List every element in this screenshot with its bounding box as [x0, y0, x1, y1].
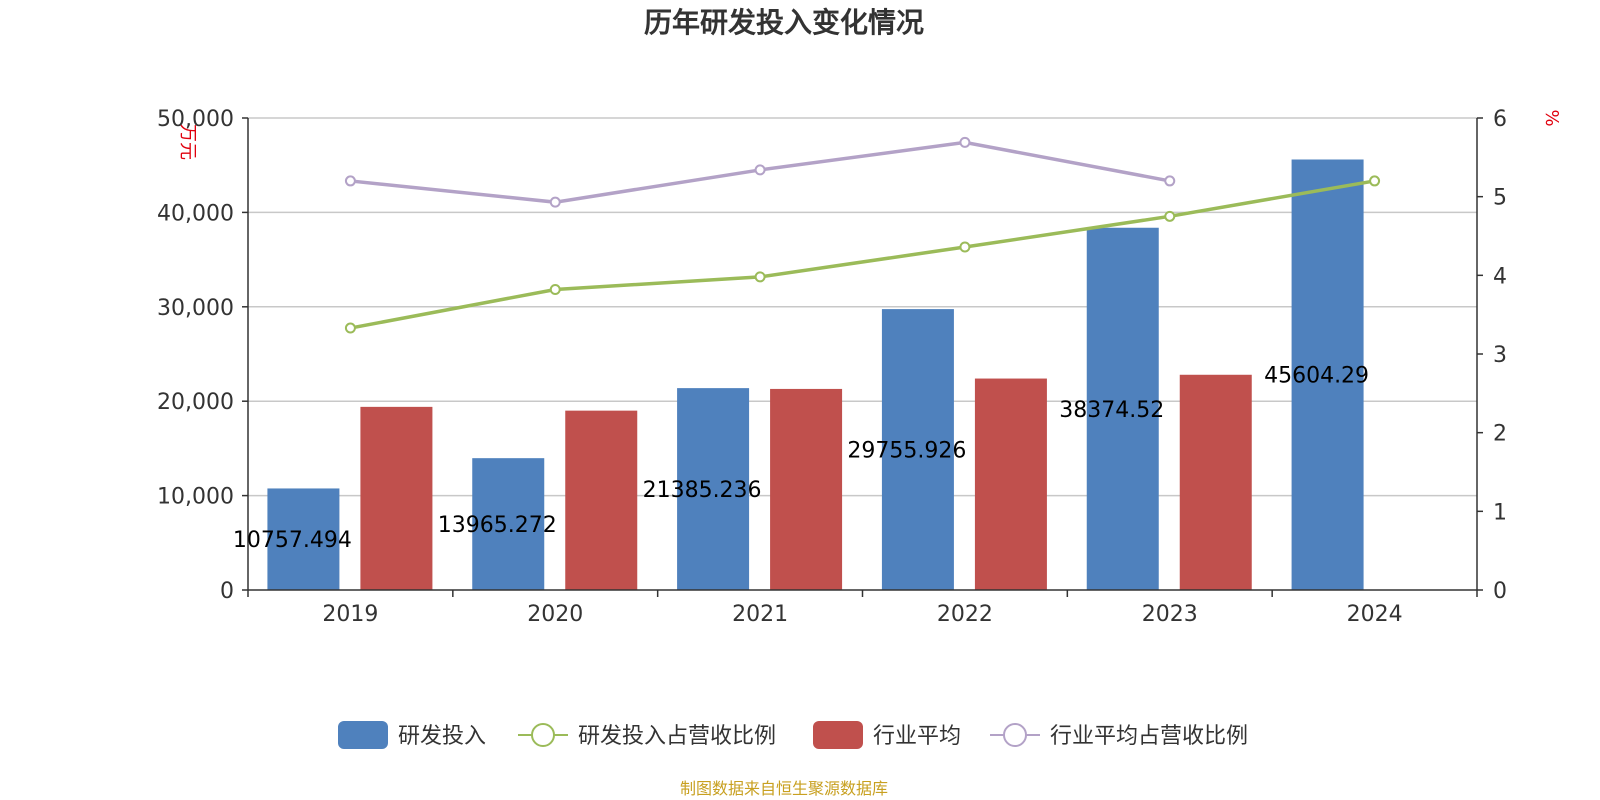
data-label: 13965.272 [438, 513, 557, 538]
source-note: 制图数据来自恒生聚源数据库 [680, 779, 888, 798]
y-left-tick-label: 10,000 [157, 485, 234, 510]
data-label: 38374.52 [1059, 398, 1164, 423]
bar [677, 388, 750, 590]
line-point [344, 175, 356, 187]
bar [1179, 374, 1252, 590]
bar [1086, 227, 1159, 590]
line-point [1369, 175, 1381, 187]
x-tick-label: 2019 [322, 602, 378, 627]
y-right-tick-label: 5 [1493, 186, 1507, 211]
x-tick-label: 2024 [1347, 602, 1403, 627]
legend: 研发投入 研发投入占营收比例 行业平均 行业平均占营收比例 [338, 721, 1248, 749]
legend-label: 研发投入占营收比例 [578, 724, 776, 749]
data-label-layer: 10757.494 13965.272 21385.236 29755.926 3837… [233, 364, 1369, 553]
bar [881, 309, 954, 590]
data-label: 10757.494 [233, 528, 352, 553]
series-line [350, 179, 1375, 330]
legend-swatch-bar [338, 721, 388, 749]
bar [770, 388, 843, 590]
y-right-tick-label: 1 [1493, 500, 1507, 525]
y-right-tick-label: 0 [1493, 579, 1507, 604]
data-label: 29755.926 [847, 439, 966, 464]
y-left-tick-label: 0 [220, 579, 234, 604]
line-point [959, 241, 971, 253]
line-point [754, 164, 766, 176]
line-point [1164, 210, 1176, 222]
legend-label: 行业平均 [873, 724, 961, 749]
bar [360, 406, 433, 590]
y-left-unit: 万元 [177, 124, 198, 160]
legend-swatch-bar [813, 721, 863, 749]
legend-swatch-marker [1003, 723, 1027, 747]
bar-layer [267, 159, 1364, 591]
bar [267, 488, 340, 590]
line-point [1164, 175, 1176, 187]
line-point [344, 322, 356, 334]
axis-layer: 0 10,000 20,000 30,000 40,000 50,000 0 1 2 3 4 5 6 万元… [157, 107, 1562, 627]
y-left-tick-label: 30,000 [157, 296, 234, 321]
x-tick-label: 2020 [527, 602, 583, 627]
legend-label: 研发投入 [398, 724, 486, 749]
bar [565, 410, 638, 590]
line-point [549, 196, 561, 208]
data-label: 45604.29 [1264, 364, 1369, 389]
bar [974, 378, 1047, 590]
legend-label: 行业平均占营收比例 [1050, 724, 1248, 749]
x-tick-label: 2022 [937, 602, 993, 627]
bar [1291, 159, 1364, 591]
y-right-tick-label: 4 [1493, 264, 1507, 289]
line-point [959, 136, 971, 148]
data-label: 21385.236 [643, 478, 762, 503]
grid-layer [248, 117, 1477, 497]
y-left-tick-label: 50,000 [157, 107, 234, 132]
line-point [549, 283, 561, 295]
y-right-tick-label: 3 [1493, 343, 1507, 368]
legend-swatch-marker [531, 723, 555, 747]
y-right-tick-label: 2 [1493, 422, 1507, 447]
bar [472, 458, 545, 590]
y-right-unit: % [1541, 109, 1562, 126]
x-tick-label: 2023 [1142, 602, 1198, 627]
y-right-tick-label: 6 [1493, 107, 1507, 132]
line-layer [344, 136, 1381, 334]
chart-title: 历年研发投入变化情况 [644, 6, 924, 39]
x-tick-label: 2021 [732, 602, 788, 627]
y-left-tick-label: 40,000 [157, 201, 234, 226]
line-point [754, 271, 766, 283]
y-left-tick-label: 20,000 [157, 390, 234, 415]
